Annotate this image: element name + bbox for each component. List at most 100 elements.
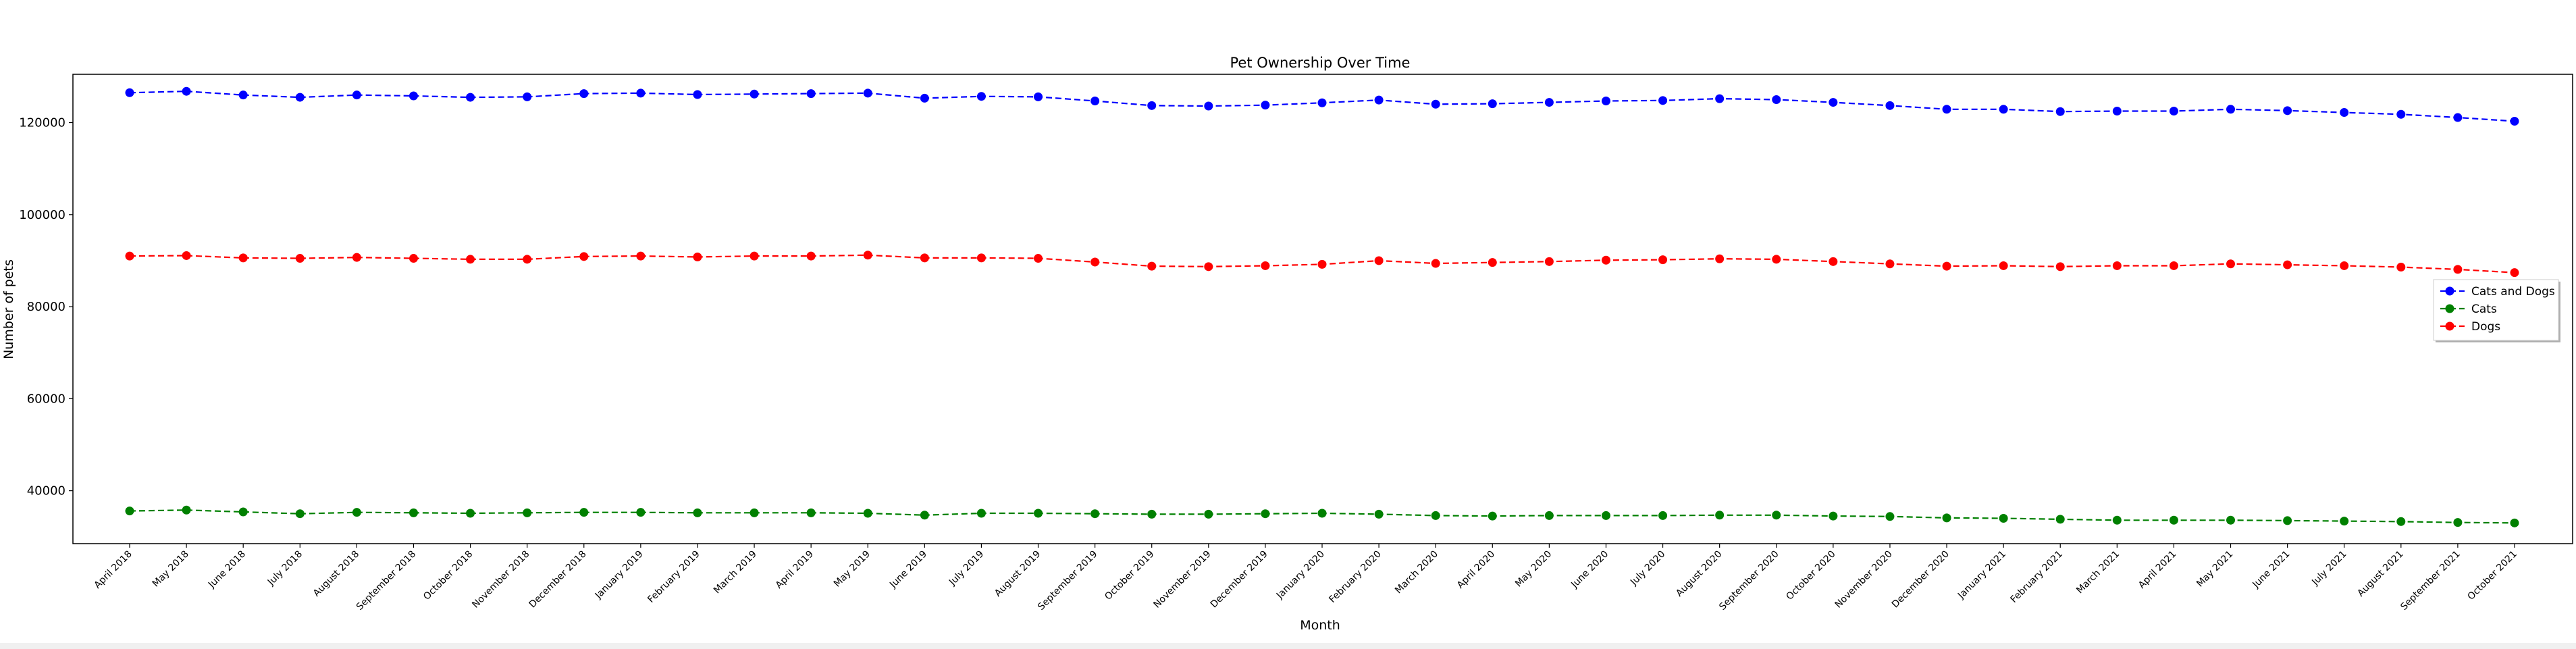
data-point [2510, 117, 2519, 126]
data-point [2055, 107, 2065, 116]
data-point [1204, 262, 1213, 271]
x-tick-label: April 2019 [774, 549, 816, 591]
data-point [295, 93, 305, 102]
data-point [693, 508, 702, 517]
data-point [693, 90, 702, 99]
data-point [1829, 257, 1838, 266]
data-point [2453, 518, 2463, 527]
data-point [2396, 517, 2406, 526]
data-point [1658, 511, 1668, 520]
x-tick-label: June 2018 [206, 549, 248, 591]
x-tick-label: January 2019 [593, 549, 646, 602]
legend-label: Cats [2471, 303, 2497, 316]
x-tick-label: January 2020 [1274, 549, 1327, 602]
x-tick-label: September 2020 [1717, 549, 1781, 613]
data-point [806, 508, 816, 517]
data-point [352, 90, 361, 100]
data-point [1374, 95, 1384, 105]
data-point [125, 251, 134, 261]
x-tick-label: December 2018 [527, 549, 589, 611]
data-point [1772, 511, 1781, 520]
data-point [863, 88, 872, 98]
data-point [1090, 97, 1100, 106]
legend-marker [2445, 304, 2454, 313]
data-point [806, 89, 816, 99]
x-axis-label: Month [1300, 618, 1340, 633]
bottom-scrollbar[interactable] [0, 643, 2576, 649]
data-point [1374, 509, 1384, 519]
data-point [466, 255, 475, 264]
x-tick-label: May 2019 [832, 549, 872, 590]
data-point [2226, 515, 2236, 525]
legend-label: Dogs [2471, 320, 2500, 334]
data-point [1261, 261, 1270, 270]
data-point [2510, 268, 2519, 278]
data-point [2226, 259, 2236, 269]
data-point [976, 92, 986, 101]
data-point [1147, 509, 1157, 519]
data-point [2169, 515, 2178, 525]
data-point [1999, 105, 2008, 114]
y-tick-label: 60000 [27, 392, 65, 406]
x-tick-label: December 2019 [1209, 549, 1270, 611]
data-point [1772, 255, 1781, 264]
data-point [1034, 254, 1043, 263]
data-point [579, 252, 589, 261]
data-point [806, 251, 816, 261]
data-point [920, 93, 929, 103]
x-tick-label: October 2019 [1103, 549, 1156, 602]
data-point [1885, 512, 1895, 521]
data-point [2226, 105, 2236, 114]
x-tick-label: April 2018 [93, 549, 134, 591]
data-point [1829, 511, 1838, 521]
data-point [1147, 261, 1157, 271]
data-point [693, 253, 702, 262]
data-point [2340, 108, 2349, 118]
x-tick-label: June 2020 [1569, 549, 1610, 591]
data-point [295, 254, 305, 263]
data-point [1488, 99, 1497, 109]
data-point [1601, 511, 1610, 520]
x-tick-label: November 2019 [1151, 549, 1213, 611]
x-tick-label: November 2020 [1833, 549, 1895, 611]
data-point [523, 92, 532, 101]
x-tick-label: July 2018 [265, 549, 305, 588]
data-point [182, 86, 191, 96]
data-point [125, 507, 134, 516]
data-point [409, 254, 418, 263]
data-point [523, 255, 532, 264]
data-point [523, 508, 532, 517]
x-tick-label: May 2018 [151, 549, 191, 590]
x-tick-label: December 2020 [1890, 549, 1951, 611]
x-tick-label: September 2021 [2398, 549, 2462, 613]
data-point [1261, 101, 1270, 110]
data-point [1885, 101, 1895, 110]
x-tick-label: September 2018 [354, 549, 418, 613]
y-tick-label: 120000 [19, 116, 65, 130]
data-point [238, 253, 248, 263]
data-point [352, 508, 361, 517]
data-point [2112, 107, 2122, 116]
data-point [238, 90, 248, 100]
data-point [1715, 511, 1725, 520]
legend: Cats and Dogs Cats Dogs [2433, 279, 2560, 342]
data-point [1658, 255, 1668, 265]
data-point [2283, 260, 2292, 269]
x-tick-label: October 2020 [1784, 549, 1837, 602]
data-point [1317, 509, 1327, 518]
data-point [1204, 101, 1213, 111]
x-tick-label: October 2021 [2466, 549, 2519, 602]
data-point [1544, 511, 1554, 520]
x-tick-label: March 2020 [1393, 549, 1440, 596]
data-point [238, 507, 248, 517]
chart-title: Pet Ownership Over Time [1230, 55, 1411, 71]
data-point [466, 509, 475, 518]
x-tick-label: September 2019 [1036, 549, 1099, 613]
data-point [2055, 515, 2065, 524]
y-tick-label: 80000 [27, 300, 65, 314]
data-point [1942, 261, 1951, 271]
x-tick-label: April 2021 [2136, 549, 2178, 591]
data-point [2112, 261, 2122, 270]
data-point [1034, 509, 1043, 518]
x-tick-label: February 2020 [1327, 549, 1384, 606]
